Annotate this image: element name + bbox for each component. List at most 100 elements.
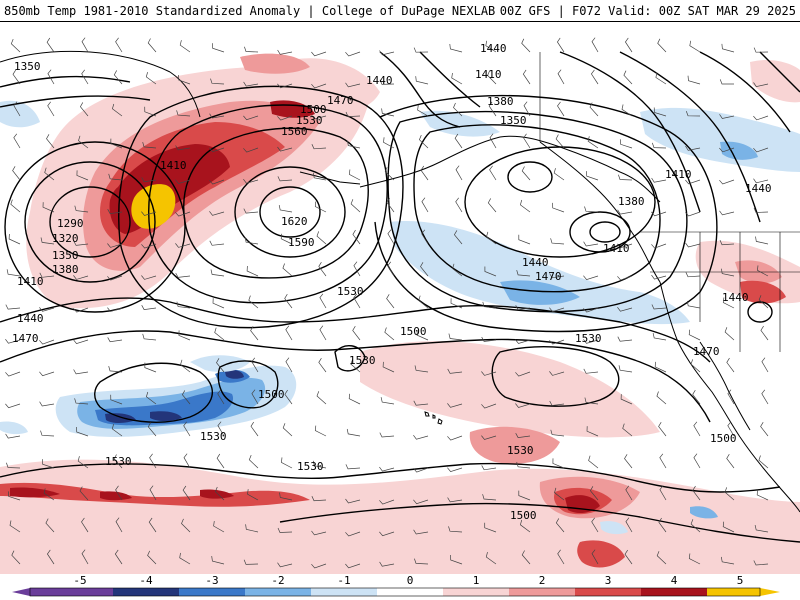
wind-barb <box>47 69 55 85</box>
wind-barb <box>523 133 531 149</box>
wind-barb <box>589 486 599 501</box>
wind-barb <box>39 307 55 312</box>
wind-barb <box>651 274 667 280</box>
wind-barb <box>352 229 361 245</box>
wind-barb <box>12 69 21 85</box>
wind-barb <box>482 494 497 501</box>
wind-barb <box>384 167 395 181</box>
wind-barb <box>107 337 123 343</box>
wind-barb <box>720 556 735 565</box>
wind-barb <box>40 237 55 245</box>
wind-barb <box>311 530 327 536</box>
wind-barb <box>243 178 259 184</box>
wind-barb <box>617 306 633 312</box>
wind-barb <box>382 361 395 373</box>
wind-barb <box>144 106 157 117</box>
wind-barb <box>687 75 701 85</box>
wind-barb <box>482 301 497 309</box>
wind-barb <box>281 457 293 469</box>
colorbar-segment <box>575 588 641 596</box>
product-title: 850mb Temp 1981-2010 Standardized Anomal… <box>4 4 496 18</box>
wind-barb <box>623 70 633 85</box>
anomaly-map: 1350 1440 1410 1380 1350 1440 1470 1500 … <box>0 22 800 574</box>
wind-barb <box>557 549 565 565</box>
wind-barb <box>6 269 21 277</box>
wind-barb <box>282 263 293 277</box>
wind-barb <box>379 466 395 472</box>
wind-barb <box>141 275 157 280</box>
wind-barb <box>656 391 667 405</box>
wind-barb <box>181 390 191 405</box>
colorbar-tick-label: -3 <box>205 574 218 587</box>
wind-barb <box>44 167 55 181</box>
contour-labels: 1350 1440 1410 1380 1350 1440 1470 1500 … <box>12 42 772 522</box>
wind-barb <box>79 102 89 117</box>
wind-barb <box>278 205 293 213</box>
wind-barb <box>243 147 259 153</box>
wind-barb <box>216 358 225 373</box>
wind-barb <box>761 357 769 373</box>
wind-barb <box>761 389 769 405</box>
wind-barb <box>556 37 565 53</box>
colorbar-segment <box>311 588 377 596</box>
wind-barb <box>39 272 55 278</box>
wind-barb <box>175 211 191 217</box>
wind-barb <box>384 327 395 341</box>
wind-barb <box>688 553 701 565</box>
wind-barb <box>485 40 497 53</box>
wind-barb <box>690 519 701 533</box>
wind-barb <box>10 199 21 213</box>
wind-barb <box>111 103 123 117</box>
wind-barb <box>489 165 497 181</box>
wind-barb <box>379 561 395 567</box>
wind-barb <box>182 485 191 501</box>
colorbar-segment <box>113 588 179 596</box>
contour-label: 1530 <box>349 354 376 367</box>
wind-barb <box>113 454 123 469</box>
colorbar-tick-label: 1 <box>473 574 480 587</box>
wind-barb <box>448 333 463 341</box>
wind-barb <box>176 301 191 309</box>
contour-label: 1500 <box>510 509 537 522</box>
wind-barb <box>584 206 599 213</box>
anomaly-colorbar: -5 -4 -3 -2 -1 0 1 2 3 4 5 <box>0 574 800 600</box>
contour-label: 1290 <box>57 217 84 230</box>
wind-barb <box>319 325 327 341</box>
contour-label: 1410 <box>17 275 44 288</box>
wind-barb <box>147 550 157 565</box>
contour-label: 1410 <box>160 159 187 172</box>
wind-barb <box>141 211 157 216</box>
wind-barb <box>73 339 89 345</box>
coastlines <box>0 50 800 513</box>
wind-barb <box>379 499 395 505</box>
wind-barb <box>387 261 395 277</box>
wind-barb <box>454 133 463 149</box>
wind-barb <box>584 397 599 405</box>
wind-barb <box>484 522 497 533</box>
wind-barb <box>5 304 21 310</box>
wind-barb <box>81 37 89 53</box>
wind-barb <box>685 145 701 151</box>
wind-barb <box>518 234 531 245</box>
wind-barb <box>515 371 531 377</box>
wind-barb <box>5 433 21 439</box>
wind-barb <box>386 197 395 213</box>
wind-barb <box>625 517 633 533</box>
wind-barb <box>686 300 701 309</box>
wind-barb <box>11 550 21 565</box>
wind-barb <box>550 429 565 437</box>
contour-label: 1530 <box>575 332 602 345</box>
wind-barb <box>250 326 259 341</box>
wind-barb <box>688 329 701 341</box>
wind-barb <box>521 166 531 181</box>
wind-barb <box>114 549 123 565</box>
wind-barb <box>216 453 225 469</box>
wind-barb <box>244 46 259 53</box>
wind-barb <box>591 517 599 533</box>
wind-barb <box>244 237 259 245</box>
wind-barb <box>557 69 565 85</box>
wind-barb <box>39 401 55 407</box>
wind-barb <box>277 527 293 533</box>
colorbar-segment <box>707 588 760 596</box>
wind-barb <box>346 428 361 437</box>
